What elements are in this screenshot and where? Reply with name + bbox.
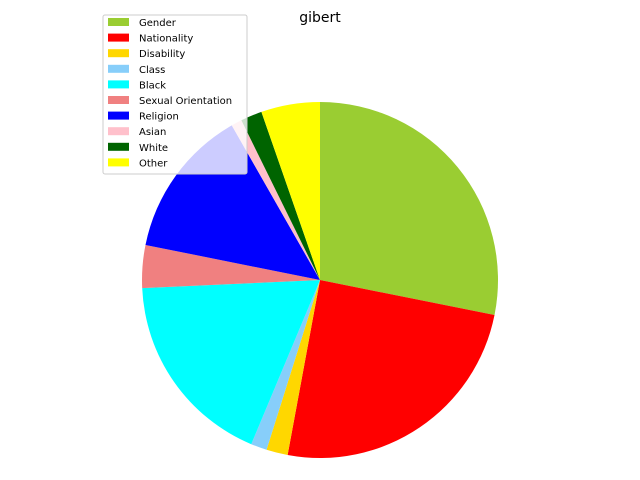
legend-swatch-other [108,158,129,167]
legend-swatch-nationality [108,33,129,42]
legend-label-nationality: Nationality [139,34,193,45]
legend-label-asian: Asian [139,127,166,138]
legend-label-disability: Disability [139,49,185,60]
legend-frame [102,14,248,175]
legend-label-religion: Religion [139,112,179,123]
pie-slice-gender [320,102,498,316]
legend-label-other: Other [139,158,168,169]
legend-label-white: White [139,143,168,154]
legend-label-class: Class [139,65,165,76]
legend-swatch-religion [108,111,129,120]
legend-swatch-sexual-orientation [108,96,129,104]
pie-slice-asian [231,120,320,280]
pie-slice-white [241,111,320,280]
legend-swatch-white [108,142,129,151]
pie-slice-sexual-orientation [142,244,320,289]
legend-swatch-class [108,64,129,73]
pie-slice-other [261,102,320,280]
legend-label-black: Black [139,80,166,91]
chart-title: gibert [299,10,341,26]
pie-slice-disability [266,280,320,456]
pie-slices [142,102,498,458]
legend-swatch-gender [108,18,129,26]
legend-swatch-asian [108,127,129,136]
legend-swatch-disability [108,49,129,58]
pie-slice-class [251,280,320,450]
pie-slice-nationality [287,280,495,458]
legend: Gender Nationality Disability Class Black Sex… [102,14,248,175]
pie-slice-black [142,280,320,445]
legend-swatch-black [108,80,129,89]
legend-label-sexual-orientation: Sexual Orientation [139,96,232,107]
legend-label-gender: Gender [139,18,177,29]
